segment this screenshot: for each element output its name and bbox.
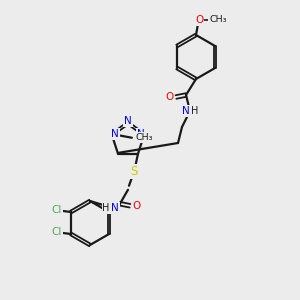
Text: H: H (191, 106, 199, 116)
Text: N: N (111, 129, 119, 139)
Text: S: S (130, 165, 138, 178)
Text: N: N (111, 203, 119, 213)
Text: H: H (102, 203, 110, 213)
Text: Cl: Cl (52, 205, 62, 215)
Text: O: O (133, 201, 141, 211)
Text: N: N (137, 129, 145, 139)
Text: O: O (195, 15, 203, 25)
Text: N: N (182, 106, 190, 116)
Text: N: N (124, 116, 132, 126)
Text: CH₃: CH₃ (209, 16, 227, 25)
Text: Cl: Cl (52, 227, 62, 237)
Text: CH₃: CH₃ (135, 133, 153, 142)
Text: O: O (165, 92, 173, 102)
